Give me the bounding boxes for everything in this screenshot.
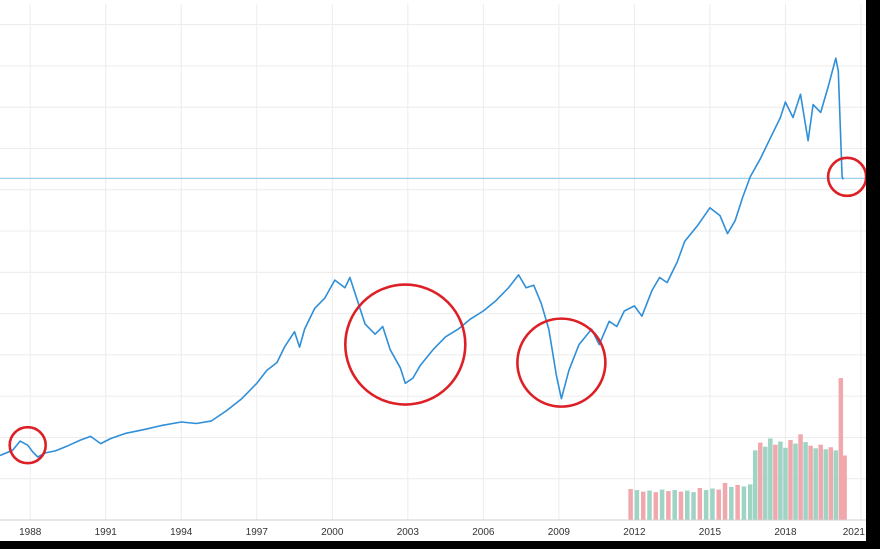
volume-bar-11 bbox=[697, 488, 703, 520]
x-tick-label-11: 2021 bbox=[843, 527, 866, 538]
volume-bar-27 bbox=[788, 440, 793, 520]
volume-bar-1 bbox=[634, 490, 640, 520]
horizontal-gridlines bbox=[0, 24, 866, 480]
highlight-circle-1 bbox=[344, 283, 467, 406]
volume-bar-5 bbox=[659, 489, 665, 520]
volume-bar-2 bbox=[640, 491, 646, 520]
volume-bar-29 bbox=[798, 434, 803, 520]
volume-bar-24 bbox=[773, 444, 778, 520]
x-tick-label-2: 1994 bbox=[170, 527, 193, 538]
vertical-gridlines bbox=[29, 4, 862, 520]
volume-bars bbox=[628, 378, 847, 520]
volume-bar-26 bbox=[783, 447, 788, 520]
x-tick-label-1: 1991 bbox=[95, 527, 118, 538]
x-tick-label-6: 2006 bbox=[472, 527, 495, 538]
volume-bar-31 bbox=[808, 445, 813, 520]
line-chart: 1988 1991 1994 1997 2000 2003 2006 2009 2012 2015… bbox=[0, 4, 866, 538]
volume-bar-15 bbox=[722, 482, 728, 520]
volume-bar-9 bbox=[685, 490, 690, 520]
volume-bar-23 bbox=[768, 438, 773, 520]
highlight-circle-2 bbox=[516, 317, 607, 408]
volume-bar-21 bbox=[758, 442, 763, 520]
x-tick-label-10: 2018 bbox=[774, 527, 797, 538]
volume-bar-16 bbox=[729, 486, 734, 520]
volume-bar-34 bbox=[823, 449, 828, 520]
volume-bar-14 bbox=[716, 489, 721, 520]
volume-bar-36 bbox=[833, 450, 839, 520]
volume-bar-3 bbox=[647, 490, 652, 520]
x-axis-tick-labels: 1988 1991 1994 1997 2000 2003 2006 2009 2012 2015… bbox=[19, 527, 865, 538]
price-series-line bbox=[0, 57, 845, 458]
volume-bar-32 bbox=[813, 448, 818, 520]
volume-bar-19 bbox=[747, 484, 753, 520]
volume-bar-35 bbox=[828, 447, 834, 520]
x-tick-label-7: 2009 bbox=[548, 527, 571, 538]
volume-bar-4 bbox=[653, 492, 659, 520]
volume-bar-6 bbox=[666, 491, 671, 520]
volume-bar-37 bbox=[838, 378, 844, 520]
highlight-circles bbox=[8, 156, 866, 465]
volume-bar-0 bbox=[628, 489, 633, 520]
volume-bar-17 bbox=[735, 484, 740, 520]
volume-bar-25 bbox=[778, 441, 783, 520]
volume-bar-8 bbox=[678, 491, 684, 520]
x-tick-label-5: 2003 bbox=[397, 527, 420, 538]
x-tick-label-0: 1988 bbox=[19, 527, 42, 538]
volume-bar-12 bbox=[703, 490, 709, 520]
volume-bar-10 bbox=[691, 492, 696, 520]
volume-bar-28 bbox=[793, 443, 798, 520]
volume-bar-7 bbox=[672, 490, 677, 520]
x-tick-label-3: 1997 bbox=[246, 527, 269, 538]
volume-bar-13 bbox=[710, 488, 715, 520]
volume-bar-38 bbox=[842, 455, 847, 520]
volume-bar-18 bbox=[741, 486, 747, 520]
x-tick-label-8: 2012 bbox=[623, 527, 646, 538]
x-tick-label-4: 2000 bbox=[321, 527, 344, 538]
volume-bar-22 bbox=[763, 446, 768, 520]
x-tick-label-9: 2015 bbox=[699, 527, 722, 538]
volume-bar-30 bbox=[803, 442, 808, 520]
highlight-circle-3 bbox=[826, 156, 866, 198]
highlight-circle-0 bbox=[8, 425, 47, 465]
chart-area: 1988 1991 1994 1997 2000 2003 2006 2009 2012 2015… bbox=[0, 0, 866, 541]
volume-bar-20 bbox=[752, 450, 758, 520]
volume-bar-33 bbox=[818, 444, 823, 520]
